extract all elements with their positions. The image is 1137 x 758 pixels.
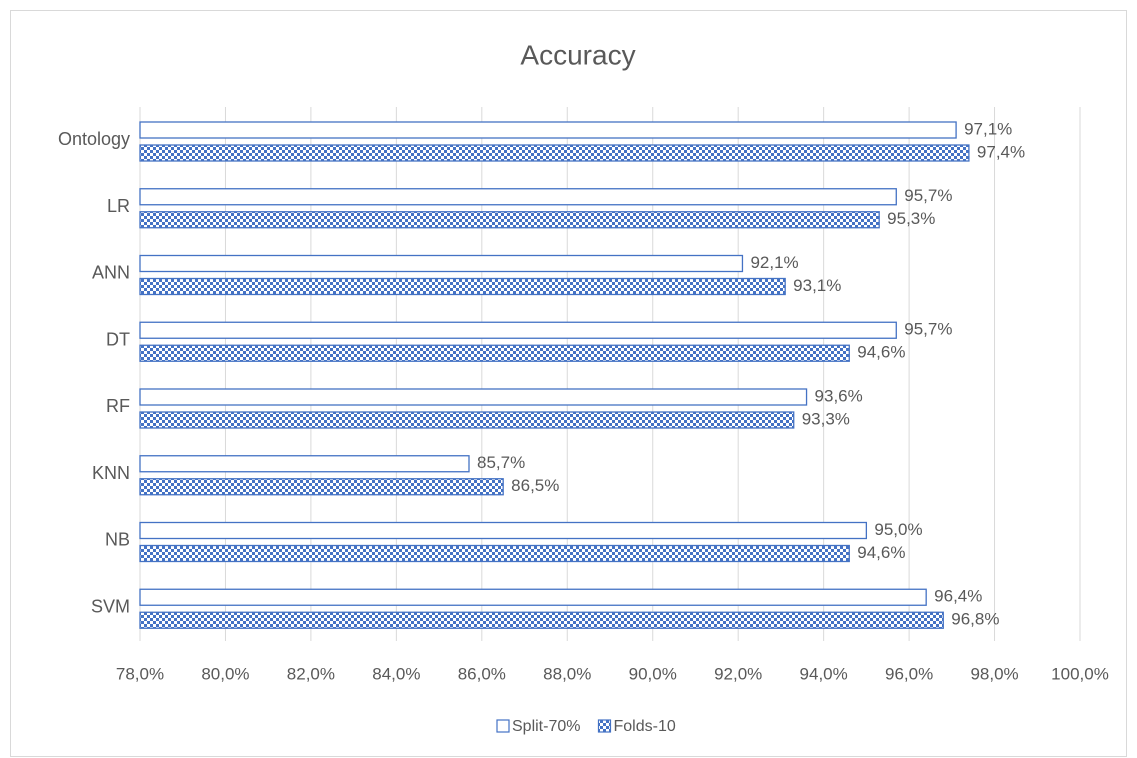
x-tick-label: 94,0% [800,664,848,683]
bar [139,321,897,339]
bar [139,277,786,296]
data-label: 93,6% [815,386,863,405]
y-tick-label: NB [105,530,130,550]
x-tick-label: 82,0% [287,664,335,683]
y-tick-label: SVM [91,596,130,616]
y-tick-label: RF [106,396,130,416]
x-tick-label: 78,0% [116,664,164,683]
chart-title: Accuracy [520,39,635,70]
x-tick-label: 92,0% [714,664,762,683]
data-label: 96,4% [934,587,982,606]
y-tick-label: DT [106,329,130,349]
data-label: 95,7% [904,320,952,339]
data-label: 97,4% [977,142,1025,161]
data-label: 92,1% [750,253,798,272]
data-label: 97,1% [964,119,1012,138]
bar [139,254,744,273]
data-label: 85,7% [477,453,525,472]
x-tick-label: 96,0% [885,664,933,683]
data-label: 95,7% [904,186,952,205]
bar [139,544,850,563]
data-label: 94,6% [857,543,905,562]
y-tick-label: KNN [92,463,130,483]
bar [139,611,944,629]
bar [139,344,850,362]
data-label: 93,3% [802,409,850,428]
bar [139,144,970,162]
bar [139,211,880,229]
x-tick-label: 80,0% [201,664,249,683]
bar [139,521,868,540]
bar [139,411,795,429]
x-tick-label: 84,0% [372,664,420,683]
legend-swatch [496,719,510,733]
x-tick-label: 90,0% [629,664,677,683]
y-tick-label: ANN [92,263,130,283]
x-tick-label: 98,0% [970,664,1018,683]
y-tick-label: Ontology [58,129,130,149]
bar [139,478,504,496]
y-tick-label: LR [107,196,130,216]
legend-swatch [597,719,612,733]
data-label: 94,6% [857,343,905,362]
legend-label: Split-70% [512,718,580,735]
data-label: 93,1% [793,276,841,295]
bar [139,588,927,606]
bar [139,188,897,206]
bar [139,121,957,139]
x-tick-label: 86,0% [458,664,506,683]
bar [139,388,808,406]
data-label: 95,3% [887,209,935,228]
bar [139,455,470,473]
x-tick-label: 88,0% [543,664,591,683]
x-tick-label: 100,0% [1051,664,1109,683]
legend-label: Folds-10 [613,718,675,735]
data-label: 86,5% [511,476,559,495]
data-label: 96,8% [951,610,999,629]
data-label: 95,0% [874,520,922,539]
